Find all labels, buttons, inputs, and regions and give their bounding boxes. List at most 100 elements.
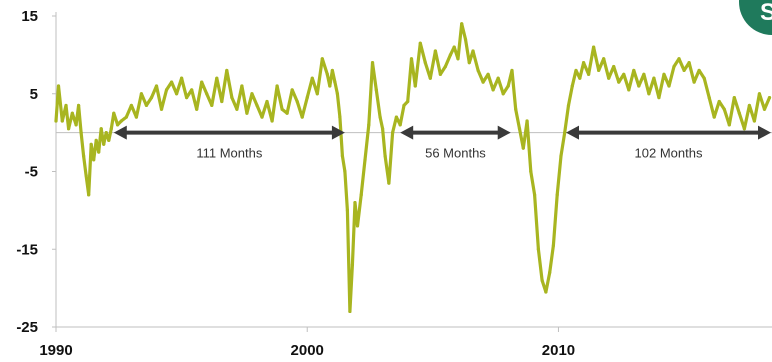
data-point (632, 68, 636, 73)
data-point (180, 76, 184, 80)
data-point (722, 107, 726, 111)
data-point (536, 247, 540, 251)
data-point (677, 57, 681, 61)
data-point (383, 154, 387, 158)
data-point (250, 92, 254, 96)
data-point (79, 131, 83, 135)
data-point (335, 92, 339, 96)
data-point (333, 80, 337, 84)
data-point (732, 96, 736, 100)
data-point (532, 193, 537, 197)
data-point (406, 99, 410, 104)
data-point (471, 49, 475, 53)
data-point (717, 99, 721, 104)
data-point (617, 80, 621, 84)
data-point (525, 119, 529, 123)
y-tick-label: 5 (30, 86, 38, 103)
data-point (235, 107, 239, 111)
data-point (578, 76, 582, 80)
data-point (592, 45, 596, 49)
data-point (657, 96, 661, 100)
data-point (460, 22, 464, 26)
data-point (82, 154, 86, 158)
data-point (544, 290, 548, 294)
data-point (622, 72, 626, 76)
data-point (350, 263, 355, 267)
data-point (370, 61, 375, 65)
data-point (94, 138, 98, 142)
data-point (607, 76, 611, 80)
data-point (164, 88, 169, 92)
data-point (394, 115, 399, 119)
data-point (642, 72, 646, 76)
data-point (398, 123, 402, 127)
data-point (134, 115, 138, 119)
data-point (521, 146, 525, 150)
data-point (602, 57, 606, 61)
annotation-layer: 111 Months 56 Months 102 Months (113, 125, 771, 161)
data-point (747, 103, 751, 108)
data-point (255, 103, 259, 108)
data-point (737, 111, 741, 115)
data-point (496, 76, 500, 80)
data-point (270, 119, 274, 123)
data-point (169, 80, 174, 84)
data-point (438, 72, 442, 76)
data-point (476, 68, 480, 73)
data-point (682, 68, 686, 73)
data-point (70, 111, 74, 115)
x-tick-label: 2000 (291, 342, 324, 359)
data-point (452, 45, 456, 49)
span-arrow-head-right (758, 125, 771, 140)
y-tick-label: -25 (16, 319, 38, 336)
data-point (190, 88, 194, 92)
data-point (340, 154, 344, 158)
data-point (514, 107, 518, 111)
data-point (448, 53, 453, 57)
data-point (348, 309, 352, 314)
data-point (363, 158, 367, 162)
data-point (174, 92, 179, 96)
data-point (305, 96, 309, 100)
data-point (124, 115, 128, 119)
data-point (205, 92, 209, 96)
data-point (84, 173, 88, 177)
span-label: 111 Months (196, 146, 263, 161)
data-point (637, 84, 641, 88)
span-arrow-head-left (400, 125, 414, 140)
data-point (402, 103, 406, 108)
data-point (353, 201, 357, 205)
data-point (529, 169, 533, 174)
corner-badge-glyph: S (760, 0, 772, 26)
data-point (752, 119, 757, 123)
data-point (662, 72, 666, 76)
span-arrow-head-left (565, 125, 579, 140)
data-point (290, 88, 294, 92)
data-point (60, 119, 64, 123)
data-point (144, 103, 149, 108)
data-point (285, 111, 289, 115)
data-point (200, 80, 204, 84)
data-point (491, 88, 495, 92)
data-point (510, 68, 514, 73)
series-line-0 (54, 22, 772, 313)
data-point (587, 72, 591, 76)
data-point (551, 243, 556, 247)
data-point (330, 68, 334, 73)
series-layer (54, 22, 772, 314)
data-point (92, 158, 96, 162)
data-point (275, 84, 279, 88)
span-arrow: 111 Months (113, 125, 345, 161)
data-point (66, 127, 71, 131)
data-point (647, 92, 651, 96)
data-point (295, 99, 299, 104)
data-point (757, 92, 762, 96)
data-point (64, 103, 68, 108)
y-tick-label: 15 (21, 8, 38, 25)
data-point (443, 64, 448, 69)
data-point (692, 80, 696, 84)
data-point (104, 131, 108, 135)
data-point (548, 270, 552, 275)
